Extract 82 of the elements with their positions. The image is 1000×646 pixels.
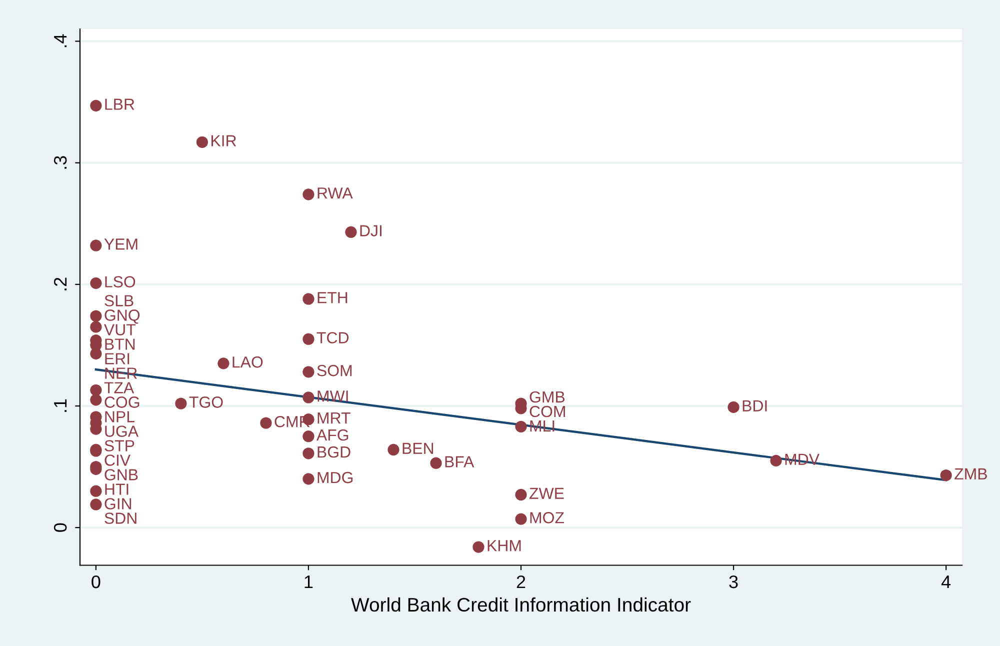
annotation: GNQ — [104, 310, 140, 324]
annotation: BFA — [445, 456, 474, 468]
y-tick-label: .1 — [54, 399, 67, 412]
annotation: STP — [104, 440, 134, 452]
annotation: HTI — [105, 484, 128, 495]
point — [196, 136, 208, 148]
annotation: ZWE — [530, 488, 564, 499]
point — [90, 384, 102, 396]
point — [302, 448, 314, 460]
point — [90, 485, 102, 497]
annotation: YEM — [104, 238, 138, 250]
annotation: BTN — [105, 338, 135, 350]
annotation: MOZ — [530, 512, 564, 524]
annotation: CIV — [104, 454, 130, 466]
annotation: COG — [104, 396, 140, 408]
annotation: SLB — [104, 295, 134, 306]
annotation: ETH — [318, 292, 348, 304]
point — [515, 420, 527, 432]
point — [302, 392, 314, 404]
annotation: LBR — [105, 98, 134, 110]
x-tick-label: 1 — [304, 576, 313, 588]
point — [90, 310, 102, 322]
annotation: GNB — [104, 469, 138, 480]
point — [175, 398, 187, 410]
point — [90, 100, 102, 112]
point — [515, 513, 527, 525]
point — [90, 498, 102, 510]
annotation: NPL — [105, 411, 134, 422]
annotation: SOM — [317, 364, 352, 376]
annotation: VUT — [104, 324, 136, 336]
point — [90, 394, 102, 406]
annotation: GIN — [104, 498, 132, 510]
annotation: DJI — [360, 225, 382, 236]
point — [302, 293, 314, 305]
point — [430, 457, 442, 469]
annotation: MRT — [318, 412, 350, 424]
x-tick-label: 4 — [941, 576, 951, 588]
annotation: SDN — [104, 512, 136, 524]
point — [302, 333, 314, 345]
point — [302, 430, 314, 442]
point — [302, 473, 314, 485]
annotation: COM — [530, 406, 565, 418]
annotation: TCD — [316, 332, 349, 344]
point — [302, 366, 314, 378]
point — [90, 277, 102, 289]
y-tick-label: .3 — [54, 156, 67, 169]
annotation: TZA — [104, 382, 134, 394]
annotation: BEN — [402, 442, 434, 454]
annotation: ERI — [105, 353, 130, 364]
annotation: MDG — [318, 472, 353, 484]
annotation: MWI — [318, 390, 348, 402]
y-tick-label: .4 — [54, 34, 67, 48]
point — [90, 240, 102, 252]
annotation: ZMB — [954, 468, 987, 480]
annotation: LAO — [232, 356, 263, 368]
annotation: UGA — [105, 426, 139, 437]
point — [90, 321, 102, 333]
annotation: AFG — [316, 429, 348, 441]
annotation: TGO — [189, 396, 223, 408]
x-tick-label: 3 — [729, 575, 738, 588]
x-tick-label: 0 — [92, 575, 100, 588]
annotation: KHM — [488, 540, 521, 552]
annotation: RWA — [318, 188, 353, 199]
point — [260, 417, 272, 429]
y-tick-label: .2 — [54, 278, 67, 290]
x-axis-title: World Bank Credit Information Indicator — [351, 597, 691, 612]
annotation: BDI — [742, 400, 767, 412]
annotation: GMB — [530, 391, 565, 403]
point — [472, 541, 484, 553]
point — [770, 454, 782, 466]
point — [345, 226, 357, 238]
point — [940, 469, 952, 482]
point — [388, 444, 400, 456]
x-tick-label: 2 — [516, 575, 526, 588]
annotation: KIR — [212, 135, 236, 146]
point — [218, 358, 230, 370]
point — [728, 401, 740, 414]
point — [515, 488, 527, 501]
annotation: LSO — [105, 276, 136, 288]
y-tick-label: 0 — [54, 523, 67, 532]
annotation: BGD — [318, 446, 350, 458]
point — [302, 188, 314, 200]
